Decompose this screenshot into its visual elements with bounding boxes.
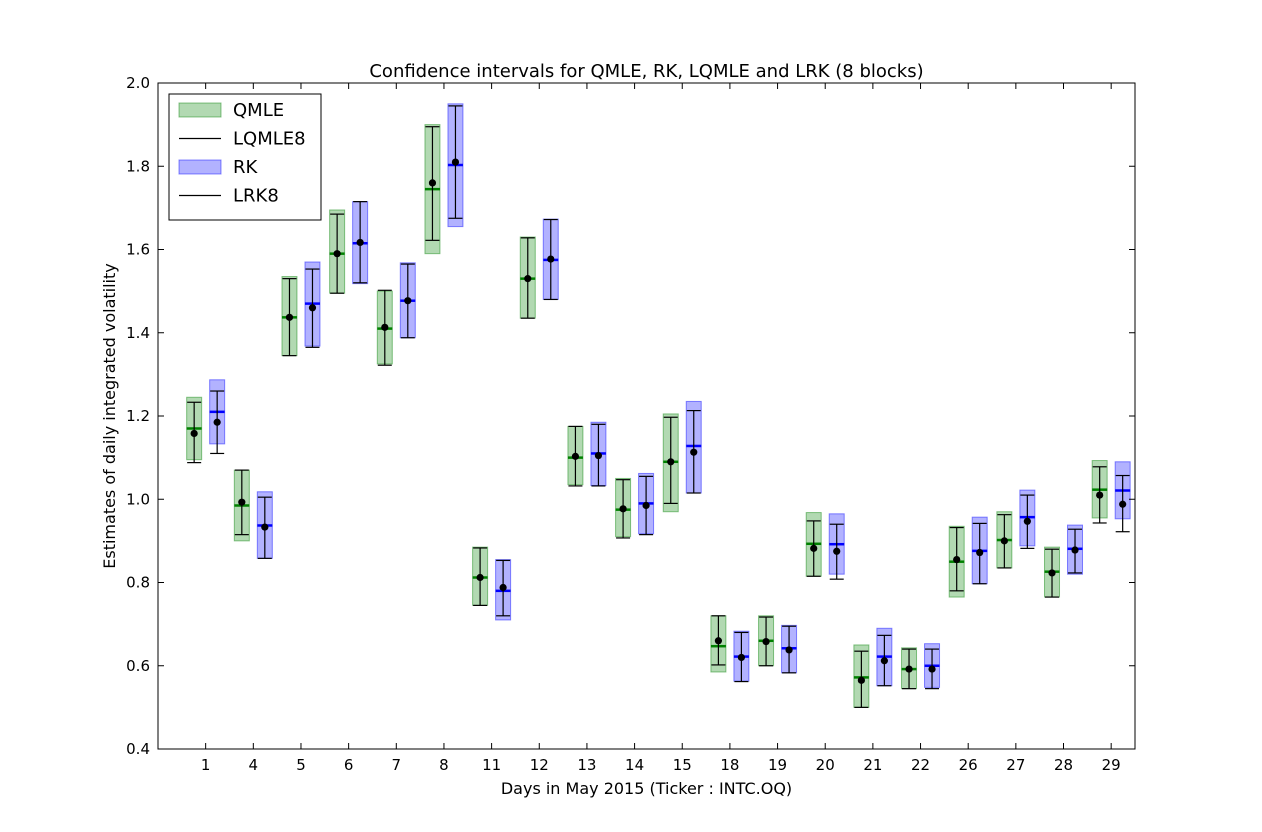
lrk8-point: [547, 255, 555, 263]
y-tick-label: 1.4: [126, 324, 150, 342]
plot-area: 0.40.60.81.01.21.41.61.82.01 4 5 6 7 8 11 12 13 1…: [126, 74, 1136, 774]
lrk8-point: [1119, 500, 1127, 508]
lrk8-point: [928, 665, 936, 673]
lrk8-point: [213, 418, 221, 426]
lqmle8-point: [857, 676, 865, 684]
x-tick-label: 22: [911, 756, 930, 774]
legend-label-qmle: QMLE: [233, 100, 284, 121]
legend-label-lqmle8: LQMLE8: [233, 129, 306, 150]
x-tick-label: 14: [625, 756, 644, 774]
lrk8-point: [451, 158, 460, 166]
x-tick-label: 27: [1006, 756, 1025, 774]
lrk8-point: [1071, 546, 1079, 554]
lqmle8-point: [953, 556, 961, 564]
lrk8-point: [356, 238, 364, 247]
lqmle8-point: [619, 505, 627, 513]
lqmle8-point: [333, 250, 341, 258]
lqmle8-point: [762, 638, 770, 646]
lrk8-point: [833, 547, 841, 555]
lqmle8-point: [714, 637, 723, 645]
lqmle8-point: [1048, 569, 1056, 577]
y-tick-label: 0.8: [126, 574, 150, 592]
lrk8-point: [690, 448, 698, 456]
lqmle8-point: [1000, 537, 1008, 545]
lqmle8-point: [238, 498, 246, 506]
y-tick-label: 1.6: [126, 241, 150, 259]
y-tick-label: 0.4: [126, 740, 150, 758]
lrk8-point: [880, 657, 888, 665]
chart-title: Confidence intervals for QMLE, RK, LQMLE…: [369, 61, 923, 82]
x-tick-label: 1: [201, 756, 211, 774]
lrk8-point: [308, 304, 317, 312]
lqmle8-point: [571, 452, 580, 460]
legend-swatch-rk: [178, 159, 222, 175]
legend-frame: [168, 93, 322, 221]
y-axis-label: Estimates of daily integrated volatility: [100, 263, 119, 568]
lqmle8-point: [810, 544, 818, 552]
x-tick-label: 8: [439, 756, 449, 774]
x-tick-label: 26: [959, 756, 978, 774]
x-tick-label: 21: [863, 756, 882, 774]
lqmle8-point: [476, 573, 484, 582]
legend-swatch-qmle: [178, 102, 222, 118]
legend-label-lrk8: LRK8: [233, 186, 279, 207]
x-tick-label: 28: [1054, 756, 1073, 774]
lqmle8-point: [381, 323, 389, 331]
x-axis-label: Days in May 2015 (Ticker : INTC.OQ): [501, 779, 792, 798]
lqmle8-point: [667, 458, 675, 466]
lqmle8-point: [285, 313, 294, 321]
y-tick-label: 1.0: [126, 490, 150, 508]
lqmle8-point: [190, 429, 198, 438]
x-tick-label: 20: [816, 756, 835, 774]
x-tick-label: 4: [249, 756, 259, 774]
lqmle8-point: [905, 665, 913, 673]
y-tick-label: 1.8: [126, 157, 150, 175]
lqmle8-point: [1096, 491, 1104, 499]
x-tick-label: 29: [1102, 756, 1121, 774]
x-tick-label: 18: [720, 756, 739, 774]
x-tick-label: 11: [482, 756, 501, 774]
lrk8-point: [594, 451, 603, 460]
legend: QMLE LQMLE8 RK LRK8: [168, 93, 322, 221]
y-tick-label: 0.6: [126, 657, 150, 675]
y-tick-label: 2.0: [126, 74, 150, 92]
lrk8-point: [642, 501, 650, 510]
lrk8-point: [499, 583, 507, 592]
x-tick-label: 6: [344, 756, 354, 774]
x-tick-label: 12: [530, 756, 549, 774]
x-tick-label: 13: [577, 756, 596, 774]
lrk8-point: [737, 653, 746, 662]
legend-label-rk: RK: [233, 157, 259, 178]
x-tick-label: 7: [392, 756, 402, 774]
lrk8-point: [785, 646, 793, 654]
lrk8-point: [976, 548, 984, 557]
lrk8-point: [261, 523, 269, 531]
lrk8-point: [1023, 517, 1031, 525]
y-tick-label: 1.2: [126, 407, 150, 425]
x-tick-label: 19: [768, 756, 787, 774]
lqmle8-point: [428, 179, 437, 187]
lrk8-point: [404, 297, 412, 305]
x-tick-label: 15: [673, 756, 692, 774]
lqmle8-point: [524, 275, 532, 283]
x-tick-label: 5: [296, 756, 306, 774]
